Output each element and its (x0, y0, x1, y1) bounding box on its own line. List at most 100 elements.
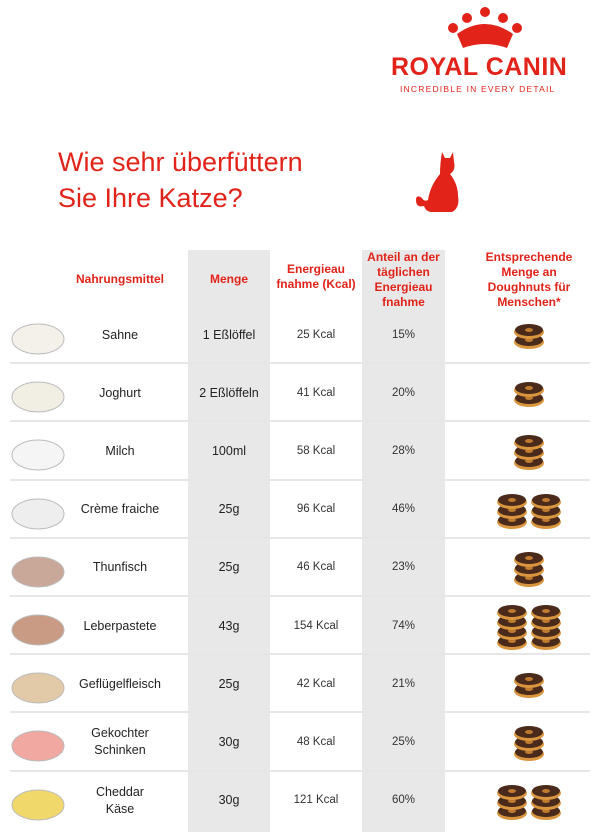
row-separator (10, 595, 590, 597)
column-header: Entsprechende Menge an Doughnuts für Men… (485, 250, 573, 309)
doughnut-hole (508, 507, 516, 512)
doughnut-hole (525, 555, 533, 560)
food-shape (11, 789, 65, 821)
column-header: Energieau fnahme (Kcal) (276, 262, 356, 291)
cell-amount: 30g (218, 793, 240, 808)
doughnut-hole (525, 396, 533, 401)
doughnut-hole (525, 677, 533, 682)
doughnut-hole (525, 687, 533, 692)
doughnut-group (514, 673, 544, 699)
food-shape (11, 730, 65, 762)
food-image (11, 323, 65, 355)
menge-column-bg (188, 250, 270, 832)
doughnut-hole (542, 497, 550, 502)
cell-energy: 58 Kcal (296, 444, 336, 457)
food-image (11, 498, 65, 530)
doughnut-hole (525, 328, 533, 332)
doughnut-hole (525, 386, 533, 391)
food-shape (11, 614, 65, 646)
doughnut-hole (542, 517, 550, 522)
cell-share: 20% (391, 386, 416, 399)
food-shape (11, 323, 65, 355)
cell-share: 28% (391, 444, 416, 457)
cell-amount: 25g (218, 560, 240, 575)
cell-food: Leberpastete (83, 618, 157, 633)
column-header: Anteil an der täglichen Energieau fnahme (367, 250, 440, 309)
row-separator (10, 711, 590, 714)
doughnut-hole (542, 639, 550, 643)
cell-share: 60% (391, 794, 416, 807)
cell-share: 23% (391, 561, 416, 574)
doughnut-hole (525, 750, 533, 755)
food-shape (11, 556, 65, 588)
brand-tagline: INCREDIBLE IN EVERY DETAIL (400, 84, 556, 94)
doughnut-hole (542, 788, 550, 793)
food-image (11, 789, 65, 821)
doughnut-hole (525, 459, 533, 464)
doughnut-hole (508, 798, 516, 803)
column-header: Menge (209, 272, 248, 286)
food-shape (11, 498, 65, 530)
cell-share: 21% (391, 677, 416, 690)
doughnut-hole (542, 619, 550, 623)
cell-food: Thunfisch (92, 560, 148, 575)
doughnut-group (514, 324, 544, 349)
doughnut-group (514, 382, 544, 408)
doughnut-group (497, 605, 561, 650)
doughnut-hole (508, 808, 516, 813)
title-line: Wie sehr überfüttern (58, 147, 303, 177)
row-separator (10, 420, 590, 423)
doughnut-hole (542, 798, 550, 803)
doughnut-hole (508, 517, 516, 522)
title-line: Sie Ihre Katze? (58, 183, 243, 213)
cell-food: Cheddar Käse (96, 784, 144, 816)
cell-food: Sahne (101, 327, 139, 342)
doughnut-hole (525, 740, 533, 745)
row-separator (10, 536, 590, 539)
cell-energy: 25 Kcal (296, 328, 336, 341)
cell-energy: 46 Kcal (296, 561, 336, 574)
cell-amount: 25g (218, 676, 240, 691)
food-image (11, 730, 65, 762)
cell-amount: 100ml (211, 443, 247, 458)
doughnut-hole (542, 507, 550, 512)
cat-silhouette (416, 152, 459, 212)
row-separator (10, 653, 590, 656)
cell-food: Geflügelfleisch (79, 676, 161, 691)
doughnut-group (514, 435, 544, 471)
food-image (11, 381, 65, 413)
doughnut-hole (508, 629, 516, 633)
cell-amount: 25g (218, 502, 240, 517)
brand-name: ROYAL CANIN (391, 53, 568, 81)
doughnut-group (497, 493, 561, 529)
doughnut-hole (525, 449, 533, 454)
doughnut-group (497, 784, 561, 820)
anteil-column-bg (362, 250, 445, 832)
cell-food: Joghurt (99, 385, 141, 400)
doughnut-hole (525, 575, 533, 580)
doughnut-hole (525, 730, 533, 735)
food-image (11, 614, 65, 646)
doughnut-hole (508, 609, 516, 613)
doughnut-hole (508, 788, 516, 793)
doughnut-hole (525, 439, 533, 444)
cell-energy: 154 Kcal (293, 619, 339, 632)
doughnut-hole (508, 619, 516, 623)
row-separator (10, 362, 590, 365)
cell-amount: 43g (218, 618, 240, 633)
food-shape (11, 672, 65, 704)
cell-amount: 30g (218, 734, 240, 749)
food-image (11, 439, 65, 471)
cell-energy: 48 Kcal (296, 735, 336, 748)
page-title: Wie sehr überfüttern Sie Ihre Katze? (58, 144, 303, 216)
row-separator (10, 769, 590, 772)
cell-share: 15% (391, 328, 416, 341)
doughnut-hole (542, 629, 550, 633)
doughnut-hole (542, 609, 550, 613)
cell-amount: 2 Eßlöffeln (199, 385, 259, 400)
food-shape (11, 439, 65, 471)
cell-food: Crème fraiche (80, 502, 160, 517)
doughnut-hole (525, 338, 533, 342)
row-separator (10, 478, 590, 481)
